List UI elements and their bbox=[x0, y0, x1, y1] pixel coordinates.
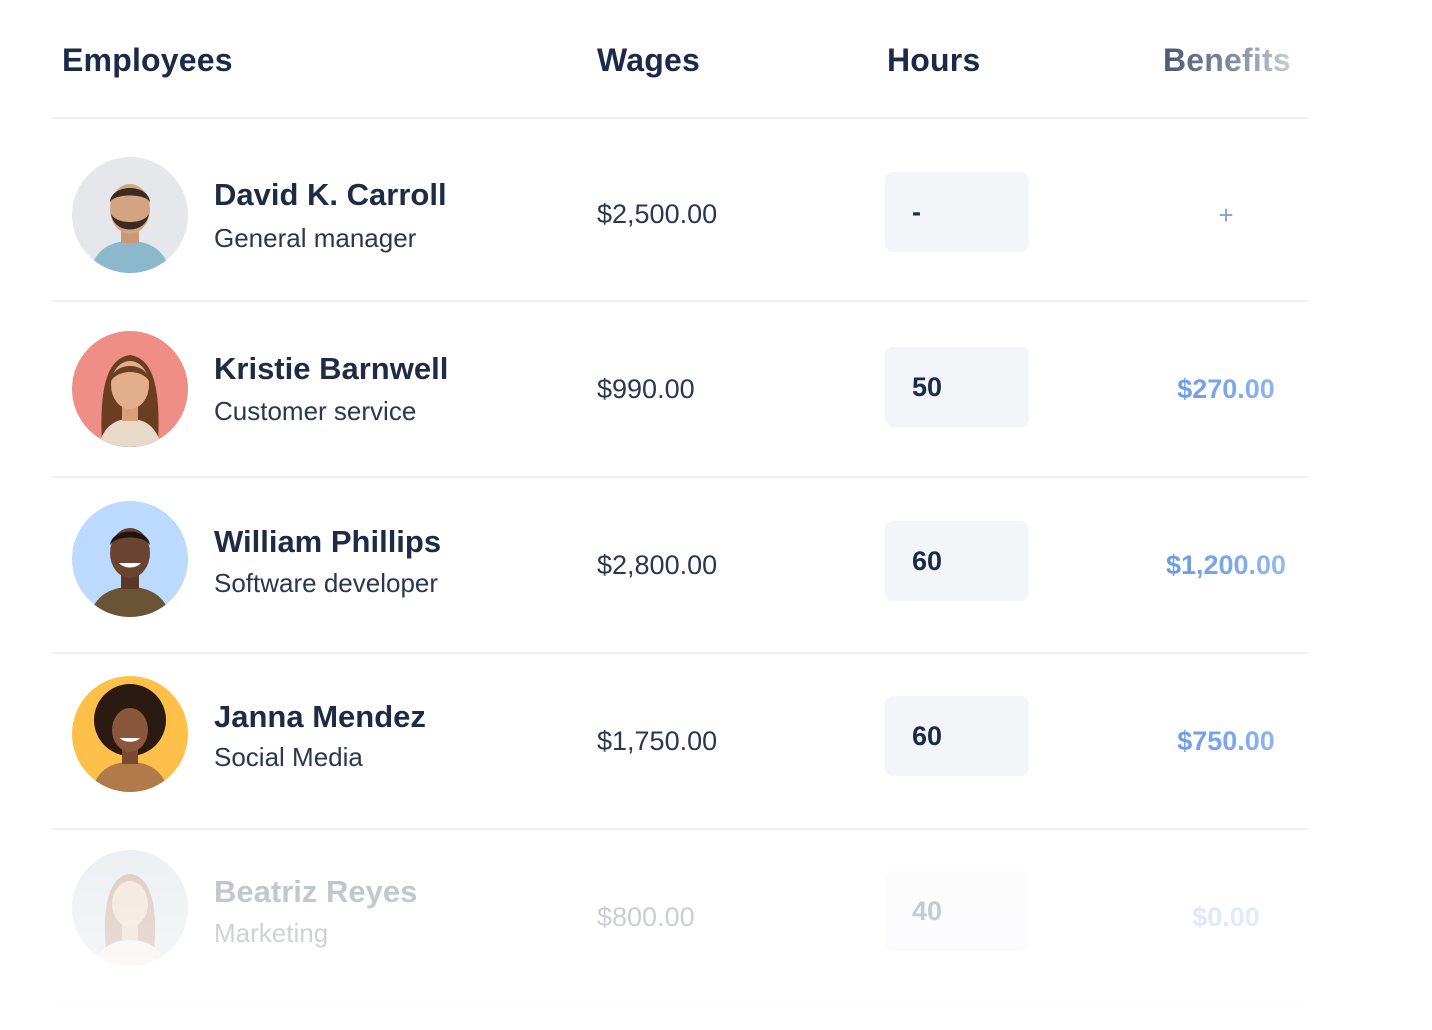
employee-role: General manager bbox=[214, 223, 417, 253]
benefit-value: $0.00 bbox=[1112, 902, 1340, 933]
table-header: Employees Wages Hours Benefits bbox=[52, 0, 1308, 119]
table-row[interactable]: William Phillips Software developer $2,8… bbox=[52, 478, 1308, 654]
add-benefit-button[interactable]: + bbox=[1218, 200, 1234, 230]
avatar-portrait-icon bbox=[72, 850, 188, 966]
wage-value: $2,800.00 bbox=[597, 550, 718, 580]
avatar-portrait-icon bbox=[72, 157, 188, 273]
hours-input[interactable]: 40 bbox=[885, 871, 1029, 951]
avatar bbox=[72, 331, 188, 447]
employee-role: Marketing bbox=[214, 918, 329, 948]
avatar-portrait-icon bbox=[72, 676, 188, 792]
employee-name: Kristie Barnwell bbox=[214, 351, 449, 386]
benefit-value: $270.00 bbox=[1112, 374, 1340, 405]
column-header-employees[interactable]: Employees bbox=[62, 42, 233, 78]
table-row[interactable]: David K. Carroll General manager $2,500.… bbox=[52, 119, 1308, 302]
table-row[interactable]: Beatriz Reyes Marketing $800.00 40 $0.00 bbox=[52, 830, 1308, 1008]
hours-input[interactable]: 50 bbox=[885, 347, 1029, 427]
employee-name: Janna Mendez bbox=[214, 699, 426, 734]
hours-input[interactable]: 60 bbox=[885, 521, 1029, 601]
hours-input[interactable]: 60 bbox=[885, 696, 1029, 776]
employee-role: Customer service bbox=[214, 396, 417, 426]
column-header-wages[interactable]: Wages bbox=[597, 42, 700, 78]
avatar bbox=[72, 850, 188, 966]
employee-role: Software developer bbox=[214, 568, 439, 598]
payroll-table: Employees Wages Hours Benefits David K. … bbox=[52, 0, 1308, 1008]
avatar bbox=[72, 157, 188, 273]
wage-value: $800.00 bbox=[597, 902, 695, 932]
table-row[interactable]: Janna Mendez Social Media $1,750.00 60 $… bbox=[52, 654, 1308, 830]
hours-input[interactable]: - bbox=[885, 172, 1029, 252]
avatar-portrait-icon bbox=[72, 331, 188, 447]
column-header-benefits[interactable]: Benefits bbox=[1163, 42, 1291, 78]
wage-value: $990.00 bbox=[597, 374, 695, 404]
avatar bbox=[72, 501, 188, 617]
wage-value: $2,500.00 bbox=[597, 199, 718, 229]
avatar-portrait-icon bbox=[72, 501, 188, 617]
benefit-value: $1,200.00 bbox=[1112, 550, 1340, 581]
table-row[interactable]: Kristie Barnwell Customer service $990.0… bbox=[52, 302, 1308, 478]
employee-name: William Phillips bbox=[214, 524, 442, 559]
column-header-hours[interactable]: Hours bbox=[887, 42, 981, 78]
benefit-value: $750.00 bbox=[1112, 726, 1340, 757]
employee-name: Beatriz Reyes bbox=[214, 874, 418, 909]
avatar bbox=[72, 676, 188, 792]
wage-value: $1,750.00 bbox=[597, 726, 718, 756]
employee-role: Social Media bbox=[214, 742, 363, 772]
employee-name: David K. Carroll bbox=[214, 177, 447, 212]
